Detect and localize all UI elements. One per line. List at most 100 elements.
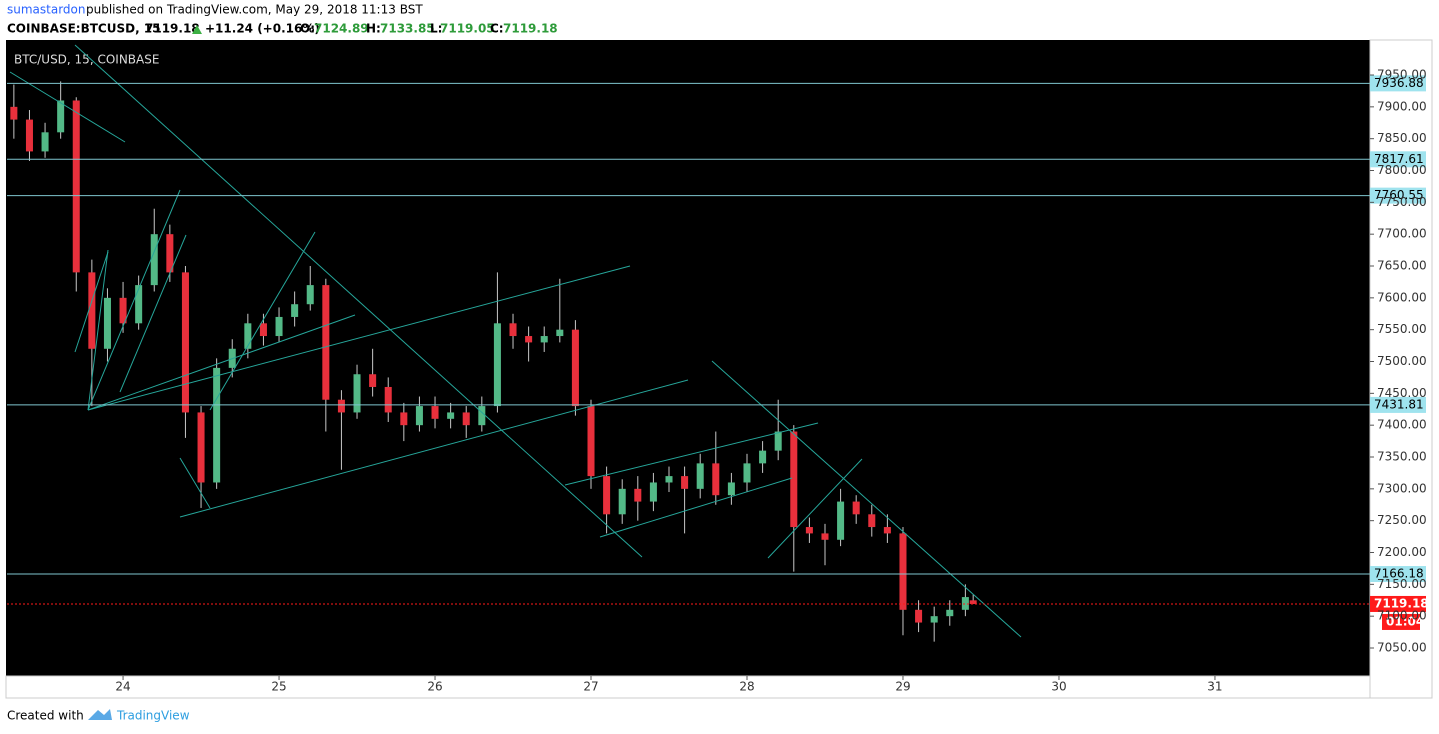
candle-body: [837, 501, 845, 540]
plot-area: [6, 40, 1370, 676]
level-badge: [1370, 151, 1426, 168]
symbol-line: COINBASE:BTCUSD, 15 7119.18 +11.24 (+0.1…: [7, 22, 558, 36]
countdown: 01:04: [1386, 614, 1424, 628]
candle-body: [821, 533, 829, 540]
footer-brand[interactable]: TradingView: [116, 709, 190, 723]
candle-body: [181, 272, 189, 413]
candle-body: [275, 316, 283, 337]
candle-body: [353, 374, 361, 413]
x-axis-area: [5, 675, 1371, 699]
x-tick-label: 27: [583, 680, 598, 694]
candle-body: [571, 329, 579, 407]
countdown-badge: [1382, 613, 1420, 630]
up-arrow: [192, 25, 202, 34]
trend-line: [87, 265, 631, 411]
candle-body: [322, 285, 330, 400]
h-value: 7133.85: [380, 22, 435, 36]
y-tick-label: 7050.00: [1377, 641, 1427, 655]
candle-body: [930, 616, 938, 623]
trend-lines: [9, 44, 1022, 638]
candle-body: [493, 323, 501, 407]
y-tick-label: 7250.00: [1377, 513, 1427, 527]
c-value: 7119.18: [503, 22, 558, 36]
candle-body: [197, 412, 205, 483]
trend-line: [711, 360, 1022, 638]
y-tick-label: 7700.00: [1377, 227, 1427, 241]
trend-line: [87, 189, 181, 411]
y-tick-label: 7800.00: [1377, 163, 1427, 177]
y-tick-label: 7300.00: [1377, 481, 1427, 495]
candle-body: [88, 272, 96, 349]
chart-legend: BTC/USD, 15, COINBASE: [14, 53, 159, 67]
candle-body: [681, 476, 689, 489]
candle-body: [509, 323, 517, 337]
y-tick-label: 7750.00: [1377, 195, 1427, 209]
candle-body: [805, 527, 813, 534]
y-axis-area: [1369, 39, 1433, 699]
x-tick-label: 30: [1051, 680, 1066, 694]
level-label: 7936.88: [1374, 76, 1424, 90]
candle-body: [10, 106, 18, 120]
x-tick-label: 26: [427, 680, 442, 694]
level-label: 7817.61: [1374, 152, 1424, 166]
symbol: COINBASE:BTCUSD, 15: [7, 22, 161, 36]
change: +11.24 (+0.16%): [205, 22, 320, 36]
y-tick-label: 7850.00: [1377, 131, 1427, 145]
author[interactable]: sumastardon: [7, 3, 86, 17]
candle-body: [727, 482, 735, 496]
candle-body: [649, 482, 657, 502]
y-tick-label: 7400.00: [1377, 418, 1427, 432]
l-value: 7119.05: [440, 22, 495, 36]
candle-body: [868, 514, 876, 528]
candle-body: [712, 463, 720, 496]
plot: [10, 81, 977, 642]
o-value: 7124.89: [314, 22, 369, 36]
last: 7119.18: [145, 22, 200, 36]
candle-body: [119, 297, 127, 324]
candle-body: [525, 336, 533, 343]
trend-line: [564, 422, 819, 486]
x-tick-label: 29: [895, 680, 910, 694]
candle-body: [72, 100, 80, 273]
trend-line: [87, 249, 109, 411]
trend-line: [179, 379, 689, 518]
candle-body: [150, 234, 158, 286]
candle-body: [587, 406, 595, 477]
candle-body: [369, 374, 377, 387]
candle-body: [774, 431, 782, 451]
trend-line: [119, 234, 187, 393]
candle-body: [103, 297, 111, 349]
y-tick-label: 7500.00: [1377, 354, 1427, 368]
y-tick-label: 7600.00: [1377, 290, 1427, 304]
x-tick-label: 24: [115, 680, 130, 694]
candle-body: [618, 488, 626, 515]
trend-line: [767, 458, 863, 559]
candle-body: [306, 285, 314, 305]
candle-body: [899, 533, 907, 610]
y-tick-label: 7950.00: [1377, 68, 1427, 82]
candle-body: [462, 412, 470, 426]
candle-body: [634, 488, 642, 502]
level-badge: [1370, 187, 1426, 204]
candle-body: [135, 285, 143, 324]
level-label: 7760.55: [1374, 188, 1424, 202]
candle-body: [41, 132, 49, 152]
candle-body: [883, 527, 891, 534]
candle-body: [213, 367, 221, 483]
y-tick-label: 7200.00: [1377, 545, 1427, 559]
o-label: O:: [300, 22, 315, 36]
trend-line: [74, 44, 643, 558]
candle-body: [790, 431, 798, 528]
y-tick-label: 7350.00: [1377, 450, 1427, 464]
l-label: L:: [430, 22, 442, 36]
level-label: 7166.18: [1374, 567, 1424, 581]
candle-body: [166, 234, 174, 273]
last-price-badge: [1370, 595, 1426, 612]
candle-body: [915, 609, 923, 623]
level-badge: [1370, 75, 1426, 92]
candle-body: [400, 412, 408, 426]
level-badge: [1370, 396, 1426, 413]
c-label: C:: [490, 22, 504, 36]
